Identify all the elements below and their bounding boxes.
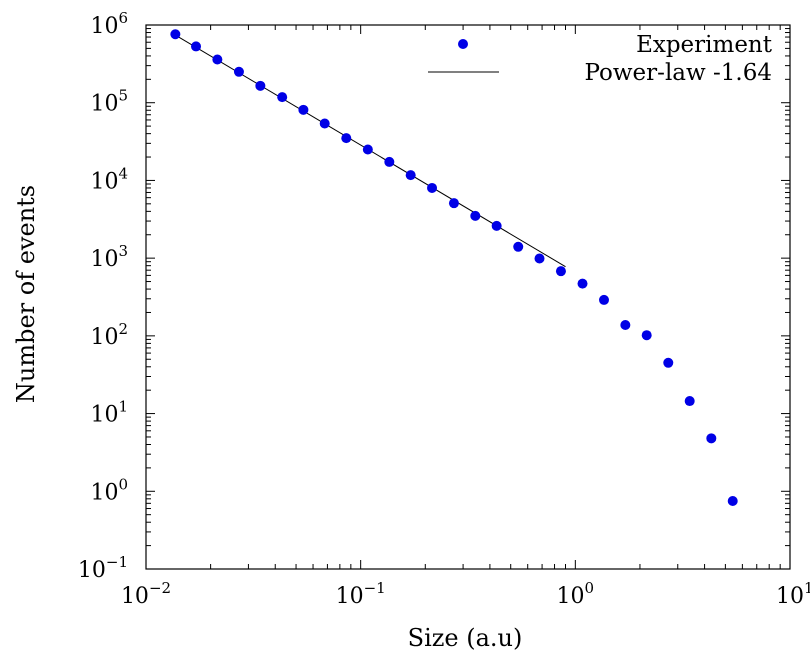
legend-experiment-label: Experiment: [636, 32, 773, 58]
experiment-data-point: [170, 29, 181, 40]
ticks-layer: [145, 24, 791, 570]
experiment-data-point: [534, 253, 545, 264]
y-tick-label: 10−1: [78, 553, 128, 583]
experiment-data-point: [191, 41, 202, 52]
data-points-layer: [170, 29, 738, 506]
y-tick-label: 104: [90, 164, 128, 194]
experiment-data-point: [362, 144, 373, 155]
y-tick-label: 101: [90, 398, 128, 428]
y-tick-label: 106: [90, 9, 128, 39]
y-tick-label: 105: [90, 87, 128, 117]
x-tick-label: 10−1: [336, 579, 386, 609]
experiment-data-point: [448, 198, 459, 209]
experiment-data-point: [727, 495, 738, 506]
experiment-data-point: [513, 241, 524, 252]
experiment-data-point: [706, 433, 717, 444]
experiment-data-point: [319, 118, 330, 129]
experiment-data-point: [427, 182, 438, 193]
experiment-data-point: [598, 294, 609, 305]
experiment-data-point: [341, 133, 352, 144]
experiment-data-point: [491, 220, 502, 231]
experiment-data-point: [470, 210, 481, 221]
x-tick-label: 101: [776, 579, 810, 609]
experiment-data-point: [277, 92, 288, 103]
legend: Experiment Power-law -1.64: [428, 32, 773, 86]
experiment-data-point: [212, 54, 223, 65]
experiment-data-point: [555, 266, 566, 277]
y-axis-label: Number of events: [12, 185, 40, 403]
experiment-data-point: [298, 104, 309, 115]
x-tick-label: 100: [557, 579, 595, 609]
experiment-data-point: [255, 80, 266, 91]
experiment-data-point: [663, 357, 674, 368]
x-tick-label: 10−2: [121, 579, 171, 609]
y-tick-label: 100: [90, 475, 128, 505]
experiment-data-point: [620, 319, 631, 330]
y-tick-label: 103: [90, 242, 128, 272]
y-tick-label: 102: [90, 320, 128, 350]
plot-area-frame: [145, 24, 791, 570]
experiment-data-point: [641, 330, 652, 341]
legend-powerlaw-label: Power-law -1.64: [584, 60, 772, 86]
experiment-data-point: [233, 66, 244, 77]
experiment-data-point: [384, 156, 395, 167]
experiment-data-point: [684, 396, 695, 407]
legend-experiment-marker: [458, 39, 468, 49]
experiment-data-point: [577, 278, 588, 289]
x-axis-label: Size (a.u): [408, 624, 523, 652]
experiment-data-point: [405, 170, 416, 181]
